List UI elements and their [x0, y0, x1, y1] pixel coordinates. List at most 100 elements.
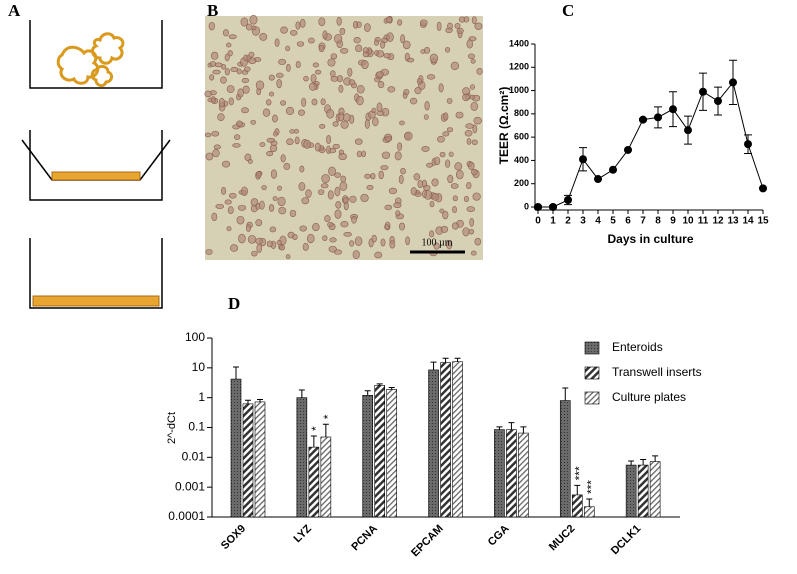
x-tick-label: DCLK1 — [609, 523, 643, 557]
cell — [356, 150, 362, 158]
cell — [266, 137, 276, 143]
cell — [268, 74, 275, 81]
cell — [226, 85, 235, 94]
cell — [272, 114, 278, 123]
cell — [450, 61, 460, 71]
cell — [426, 162, 433, 168]
cell — [334, 209, 342, 219]
y-tick-label: 0.001 — [175, 479, 205, 493]
cell — [237, 88, 244, 98]
legend-label: Culture plates — [612, 390, 686, 404]
x-tick-label: 12 — [712, 216, 724, 227]
cell — [276, 78, 282, 89]
point — [609, 165, 617, 174]
cell — [455, 169, 464, 180]
point — [654, 113, 662, 122]
cell — [429, 53, 439, 64]
cell — [376, 71, 384, 78]
cell — [398, 174, 404, 184]
point — [624, 145, 632, 154]
bar — [254, 401, 266, 518]
cell — [240, 17, 249, 27]
cell — [237, 204, 247, 211]
cell — [384, 204, 393, 211]
cell — [320, 183, 329, 189]
cell — [247, 158, 253, 164]
x-tick-label: EPCAM — [409, 523, 446, 560]
cell — [327, 190, 334, 200]
error-bar — [322, 423, 329, 438]
cell — [354, 138, 363, 145]
cell — [226, 42, 232, 48]
cell — [466, 206, 475, 212]
bar — [242, 403, 254, 518]
cell — [439, 151, 446, 158]
cell — [462, 227, 470, 237]
panel-label: C — [562, 1, 574, 20]
y-tick-label: 10 — [192, 360, 206, 374]
cell — [238, 233, 246, 244]
cell — [292, 233, 298, 240]
cell — [405, 236, 410, 246]
cell — [360, 193, 369, 203]
cell — [259, 142, 266, 147]
point — [744, 140, 752, 149]
point — [564, 196, 572, 205]
cell — [340, 175, 347, 183]
cell — [423, 184, 431, 191]
cell — [403, 88, 410, 96]
cell — [269, 144, 278, 153]
cell — [255, 237, 263, 245]
bar — [230, 378, 242, 518]
panel-label: A — [8, 1, 21, 20]
cell — [274, 38, 280, 47]
cell — [452, 195, 458, 202]
x-tick-label: 15 — [757, 216, 769, 227]
cell — [210, 96, 216, 104]
cell — [466, 138, 472, 145]
cell — [389, 240, 396, 249]
cell — [232, 143, 241, 148]
y-tick-label: 100 — [185, 330, 205, 344]
error-bar — [508, 422, 515, 430]
cell — [212, 149, 220, 158]
bar — [571, 494, 583, 518]
cell — [289, 129, 295, 134]
cell — [215, 203, 225, 209]
cell — [233, 134, 241, 141]
cell — [228, 97, 234, 106]
error-bar — [310, 435, 317, 448]
error-bar — [586, 498, 593, 507]
cell — [387, 86, 396, 93]
cell — [312, 62, 320, 68]
cell — [458, 16, 466, 23]
cell — [296, 41, 305, 47]
cell — [468, 161, 475, 171]
cell — [299, 225, 308, 232]
cell — [327, 222, 334, 228]
cell — [352, 250, 360, 259]
cell — [393, 202, 402, 209]
cell — [285, 106, 295, 115]
cell — [413, 173, 421, 181]
panel-label: D — [228, 294, 240, 313]
x-tick-label: 6 — [625, 216, 631, 227]
error-bar — [376, 383, 383, 386]
point — [549, 203, 557, 211]
cell — [301, 197, 310, 205]
point — [729, 78, 737, 87]
cell — [422, 190, 427, 198]
cell — [333, 249, 343, 255]
cell — [355, 44, 363, 53]
cell — [454, 162, 463, 171]
cell — [222, 29, 229, 37]
cell — [269, 226, 277, 233]
y-tick-label: 0.1 — [188, 420, 205, 434]
cell — [322, 235, 328, 241]
cell — [268, 204, 275, 212]
cell — [334, 172, 341, 178]
cell — [385, 16, 393, 23]
cell — [262, 108, 271, 117]
cell — [261, 185, 267, 191]
x-axis-label: Days in culture — [607, 232, 693, 246]
